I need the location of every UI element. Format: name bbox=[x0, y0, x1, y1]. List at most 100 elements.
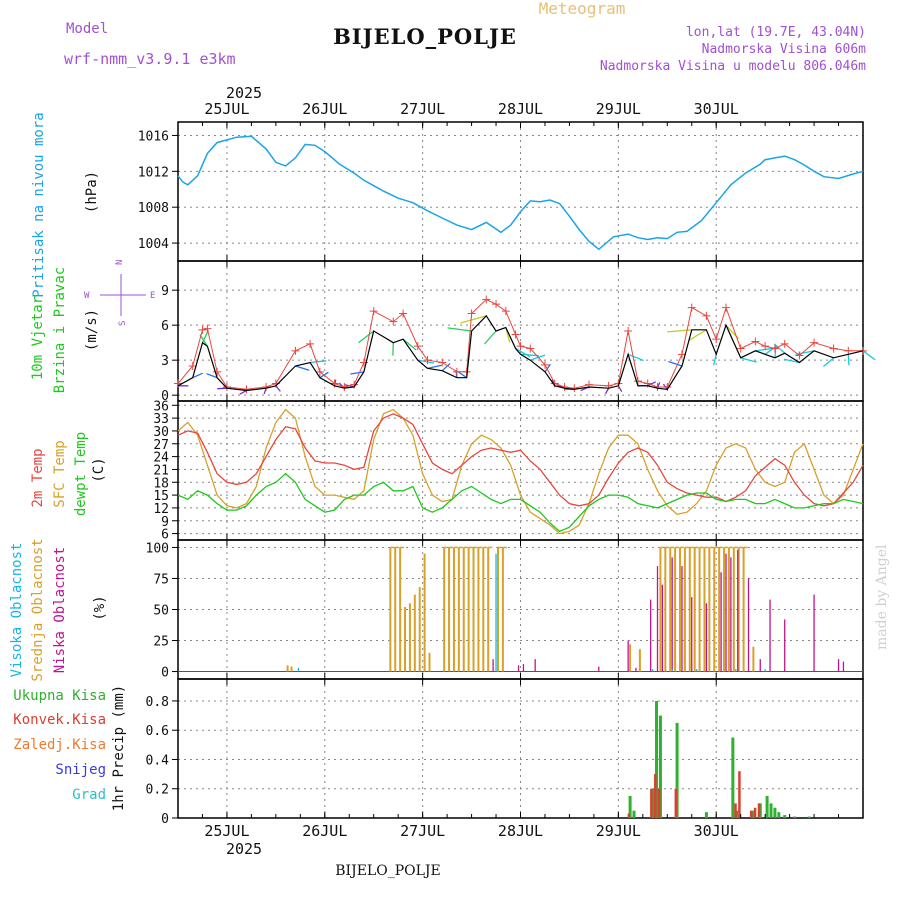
precip-total-bar bbox=[731, 738, 734, 818]
footer-station: BIJELO_POLJE bbox=[335, 863, 440, 879]
gust-marker bbox=[512, 331, 520, 339]
day-label-bottom-5: 30JUL bbox=[694, 822, 739, 840]
day-label-top-3: 28JUL bbox=[498, 100, 543, 118]
wind-arrow bbox=[628, 354, 643, 360]
ytick-label-1: 25 bbox=[153, 635, 169, 650]
compass-s: S bbox=[118, 321, 128, 326]
day-label-top-1: 26JUL bbox=[302, 100, 347, 118]
gust-marker bbox=[722, 304, 730, 312]
gust-marker bbox=[570, 384, 578, 392]
ytick-label-1: 0.2 bbox=[146, 783, 169, 798]
compass-e: E bbox=[150, 291, 155, 301]
ytick-label-7: 27 bbox=[153, 438, 169, 453]
precip-total-bar bbox=[783, 815, 786, 818]
ytick-label-0: 6 bbox=[161, 528, 169, 543]
legend-hail: Grad bbox=[72, 787, 106, 803]
cloud-ylabel: Visoka Oblacnost bbox=[9, 543, 25, 678]
model-name: wrf-nmm_v3.9.1 e3km bbox=[64, 50, 236, 68]
gust-marker bbox=[830, 345, 838, 353]
cloud-unit: (%) bbox=[92, 595, 108, 620]
ytick-label-2: 1012 bbox=[138, 165, 169, 180]
model-label: Model bbox=[66, 21, 108, 37]
legend-convective-rain: Konvek.Kisa bbox=[13, 712, 106, 728]
gust-marker bbox=[198, 326, 206, 334]
precip-total-bar bbox=[633, 811, 636, 818]
precip-conv-bar bbox=[754, 808, 757, 818]
ytick-label-2: 50 bbox=[153, 604, 169, 619]
year-bottom: 2025 bbox=[226, 840, 262, 858]
gust-marker bbox=[306, 340, 314, 348]
ytick-label-1: 1008 bbox=[138, 201, 169, 216]
elevation-label: Nadmorska Visina 606m bbox=[702, 42, 867, 57]
precip-total-bar bbox=[777, 812, 780, 818]
panel-frame bbox=[178, 261, 863, 401]
precip-conv-bar bbox=[658, 789, 661, 818]
temp-ylabel2: SFC Temp bbox=[52, 440, 68, 507]
day-label-bottom-0: 25JUL bbox=[204, 822, 249, 840]
wind-arrow bbox=[276, 386, 281, 392]
gust-marker bbox=[688, 304, 696, 312]
wind-unit: (m/s) bbox=[84, 309, 100, 351]
wind-arrow bbox=[618, 386, 621, 392]
day-label-bottom-3: 28JUL bbox=[498, 822, 543, 840]
wind-arrow bbox=[295, 366, 309, 370]
precip-ylabel: 1hr Precip (mm) bbox=[111, 685, 127, 811]
wind-arrow bbox=[459, 372, 467, 378]
precip-conv-bar bbox=[758, 803, 761, 818]
gust-marker bbox=[712, 335, 720, 343]
wind-arrow bbox=[428, 365, 442, 368]
ytick-label-4: 0.8 bbox=[146, 695, 169, 710]
day-label-top-5: 30JUL bbox=[694, 100, 739, 118]
ytick-label-3: 9 bbox=[161, 284, 169, 299]
legend-freezing-rain: Zaledj.Kisa bbox=[13, 737, 106, 753]
day-label-top-0: 25JUL bbox=[204, 100, 249, 118]
gust-marker bbox=[624, 327, 632, 335]
pressure-ylabel: Pritisak na nivou mora bbox=[31, 112, 47, 297]
station-title: BIJELO_POLJE bbox=[333, 24, 517, 49]
day-label-top-2: 27JUL bbox=[400, 100, 445, 118]
precip-conv-bar bbox=[734, 803, 737, 818]
temp-ylabel3: dewpt Temp bbox=[73, 432, 89, 516]
compass-w: W bbox=[84, 291, 90, 301]
wind-arrow bbox=[350, 372, 364, 374]
precip-total-bar bbox=[770, 803, 773, 818]
legend-snow: Snijeg bbox=[55, 762, 106, 778]
pressure-panel: 1004 1008 1012 1016 bbox=[138, 122, 863, 261]
temp-unit: (C) bbox=[91, 457, 107, 482]
wind-arrow bbox=[310, 361, 326, 363]
precip-conv-bar bbox=[650, 789, 653, 818]
product-title: Meteogram bbox=[539, 0, 626, 18]
precip-conv-bar bbox=[675, 789, 678, 818]
gust-marker bbox=[751, 338, 759, 346]
gust-marker bbox=[702, 312, 710, 320]
ytick-label-6: 24 bbox=[153, 451, 169, 466]
precip-total-bar bbox=[808, 817, 811, 818]
precip-total-bar bbox=[773, 808, 776, 818]
lonlat-label: lon,lat (19.7E, 43.04N) bbox=[686, 25, 866, 40]
precipitation-panel: 0 0.2 0.4 0.6 0.8 bbox=[146, 679, 863, 827]
ytick-label-0: 0 bbox=[161, 812, 169, 827]
ytick-label-3: 1016 bbox=[138, 129, 169, 144]
pressure-unit: (hPa) bbox=[84, 171, 100, 213]
ytick-label-2: 6 bbox=[161, 319, 169, 334]
precip-conv-bar bbox=[750, 811, 753, 818]
ytick-label-0: 1004 bbox=[138, 237, 169, 252]
day-label-bottom-4: 29JUL bbox=[596, 822, 641, 840]
wind-arrow bbox=[863, 351, 875, 360]
wind-arrow bbox=[448, 328, 472, 331]
wind-ylabel2: Brzina i Pravac bbox=[52, 267, 68, 393]
gust-marker bbox=[291, 347, 299, 355]
ytick-label-4: 18 bbox=[153, 476, 169, 491]
precip-total-bar bbox=[793, 817, 796, 818]
ytick-label-10: 36 bbox=[153, 399, 169, 414]
wind-arrow bbox=[667, 330, 692, 332]
ytick-label-3: 75 bbox=[153, 572, 169, 587]
ytick-label-2: 12 bbox=[153, 502, 169, 517]
ytick-label-3: 0.6 bbox=[146, 724, 169, 739]
wind-ylabel: 10m Vjetar bbox=[30, 296, 46, 380]
ytick-label-2: 0.4 bbox=[146, 753, 170, 768]
legend-total-rain: Ukupna Kisa bbox=[13, 688, 106, 704]
